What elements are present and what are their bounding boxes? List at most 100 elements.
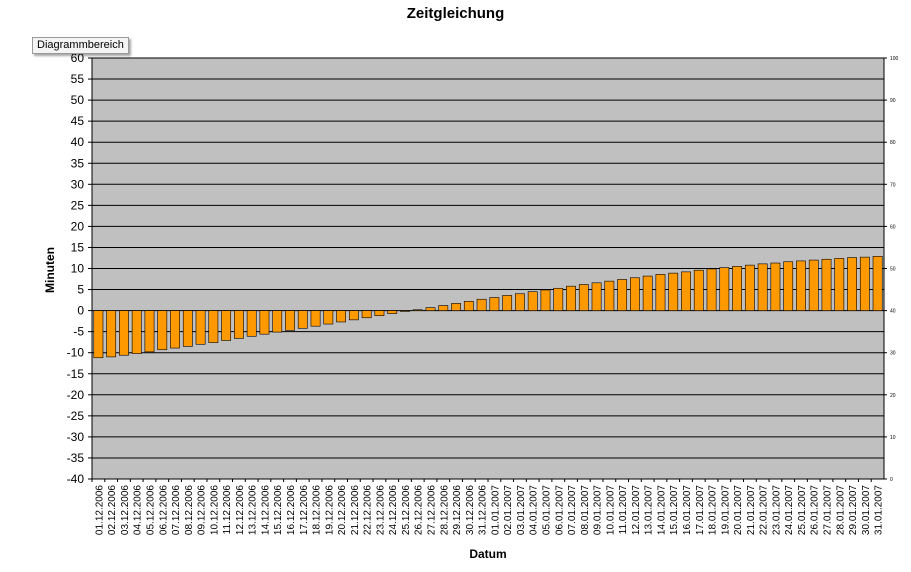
x-tick-label: 19.01.2007: [720, 485, 731, 535]
bar: [796, 260, 806, 311]
x-tick-label: 06.12.2006: [158, 485, 169, 535]
x-tick-label: 13.01.2007: [644, 485, 655, 535]
bar: [706, 268, 717, 311]
bar: [106, 310, 117, 358]
x-tick-label: 21.01.2007: [746, 485, 757, 535]
bar: [348, 310, 359, 321]
y-tick-label: 15: [71, 240, 85, 254]
bar: [374, 310, 385, 316]
x-tick-label: 05.01.2007: [541, 485, 552, 535]
bar: [221, 310, 232, 341]
y-tick-label: 25: [71, 198, 85, 212]
bar: [93, 310, 104, 359]
bar: [859, 256, 870, 311]
y-tick-label: 55: [71, 72, 85, 86]
x-tick-label: 17.12.2006: [299, 485, 310, 535]
x-tick-label: 10.12.2006: [209, 485, 220, 535]
y-axis-label: Minuten: [43, 247, 57, 293]
bar: [566, 285, 576, 311]
x-tick-label: 18.12.2006: [312, 485, 323, 535]
secondary-y-tick-label: 70: [890, 182, 896, 188]
x-tick-label: 16.12.2006: [286, 485, 297, 535]
bar: [323, 310, 334, 325]
x-tick-label: 02.01.2007: [503, 485, 514, 535]
x-tick-label: 03.01.2007: [516, 485, 527, 535]
bar: [553, 287, 564, 311]
x-tick-label: 27.01.2007: [823, 485, 834, 535]
bar: [591, 282, 602, 311]
bar: [438, 305, 449, 311]
bar: [336, 310, 346, 323]
bar: [400, 310, 410, 312]
x-tick-label: 18.01.2007: [708, 485, 719, 535]
chart-area-tooltip: Diagrammbereich: [32, 37, 129, 54]
bar: [630, 277, 640, 311]
x-tick-label: 09.12.2006: [197, 485, 208, 535]
x-tick-label: 26.01.2007: [810, 485, 821, 535]
bar: [744, 264, 755, 311]
secondary-y-tick-labels: 0 10 20 30 40 50 60 70 80 90 100: [890, 56, 899, 483]
x-tick-label: 01.12.2006: [94, 485, 105, 535]
bar: [387, 310, 398, 314]
y-tick-label: -15: [67, 367, 85, 381]
bar: [463, 301, 474, 311]
y-tick-label: -35: [67, 451, 85, 465]
y-tick-label: -5: [73, 325, 84, 339]
bar: [732, 266, 742, 311]
y-tick-label: -10: [67, 346, 85, 360]
bar: [412, 309, 423, 311]
x-tick-label: 26.12.2006: [414, 485, 425, 535]
y-tick-label: -30: [67, 430, 85, 444]
x-tick-label: 22.12.2006: [363, 485, 374, 535]
secondary-y-tick-label: 20: [890, 393, 896, 399]
bar-series: [93, 255, 883, 359]
x-tick-label: 09.01.2007: [593, 485, 604, 535]
bar: [502, 295, 513, 311]
x-tick-label: 23.12.2006: [375, 485, 386, 535]
x-tick-label: 30.12.2006: [465, 485, 476, 535]
x-tick-label: 19.12.2006: [324, 485, 335, 535]
x-tick-label: 14.01.2007: [656, 485, 667, 535]
x-axis-label: Datum: [469, 547, 506, 561]
x-tick-label: 28.12.2006: [439, 485, 450, 535]
bar: [681, 271, 691, 311]
x-tick-label: 12.01.2007: [631, 485, 642, 535]
bar: [757, 263, 768, 311]
x-tick-label: 17.01.2007: [695, 485, 706, 535]
x-tick-label: 31.01.2007: [874, 485, 885, 535]
x-tick-label: 23.01.2007: [771, 485, 782, 535]
bar: [540, 289, 551, 311]
bar: [234, 310, 244, 339]
y-tick-label: 35: [71, 156, 85, 170]
y-tick-label: 20: [71, 219, 85, 233]
bar: [527, 291, 538, 311]
bar: [642, 275, 653, 311]
x-tick-label: 11.01.2007: [618, 485, 629, 535]
x-tick-label: 07.01.2007: [567, 485, 578, 535]
bar: [272, 310, 283, 333]
secondary-y-tick-label: 40: [890, 309, 896, 315]
bar: [451, 303, 461, 311]
x-tick-label: 30.01.2007: [861, 485, 872, 535]
bar: [668, 272, 679, 311]
bar: [246, 310, 257, 337]
x-tick-label: 12.12.2006: [235, 485, 246, 535]
x-tick-label: 24.12.2006: [388, 485, 399, 535]
x-tick-label: 21.12.2006: [350, 485, 361, 535]
y-tick-label: -25: [67, 409, 85, 423]
secondary-y-tick-label: 60: [890, 224, 896, 230]
x-tick-label: 10.01.2007: [605, 485, 616, 535]
bar: [515, 293, 525, 311]
bar: [361, 310, 372, 319]
y-tick-label: 10: [71, 262, 85, 276]
y-tick-label: -20: [67, 388, 85, 402]
y-tick-label: 5: [77, 283, 84, 297]
bar: [693, 269, 704, 311]
x-tick-label: 29.01.2007: [848, 485, 859, 535]
x-tick-label: 22.01.2007: [759, 485, 770, 535]
x-tick-label: 08.01.2007: [580, 485, 591, 535]
bar: [604, 280, 615, 311]
x-tick-label: 16.01.2007: [682, 485, 693, 535]
x-tick-label: 06.01.2007: [554, 485, 565, 535]
